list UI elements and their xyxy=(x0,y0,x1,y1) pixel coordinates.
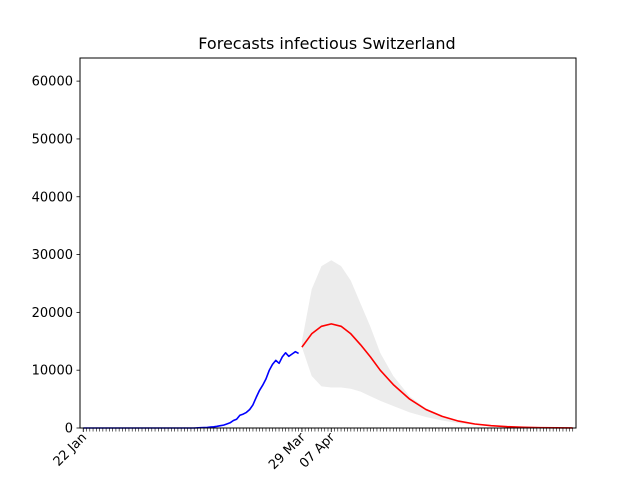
x-minor-ticks xyxy=(82,428,574,432)
series-line-1 xyxy=(301,323,573,429)
chart-title: Forecasts infectious Switzerland xyxy=(198,34,455,53)
y-tick-label: 30000 xyxy=(32,248,73,263)
y-tick-label: 40000 xyxy=(32,190,73,205)
y-tick-label: 0 xyxy=(65,422,73,437)
forecast-confidence-band xyxy=(301,260,573,428)
y-axis: 0 10000 20000 30000 40000 50000 60000 xyxy=(32,75,80,437)
series-line-0 xyxy=(83,350,299,429)
y-tick-label: 10000 xyxy=(32,364,73,379)
y-tick-label: 50000 xyxy=(32,132,73,147)
confidence-band-layer xyxy=(301,260,573,428)
plot-frame xyxy=(79,57,577,429)
y-tick-label: 60000 xyxy=(32,75,73,90)
y-tick-label: 20000 xyxy=(32,306,73,321)
